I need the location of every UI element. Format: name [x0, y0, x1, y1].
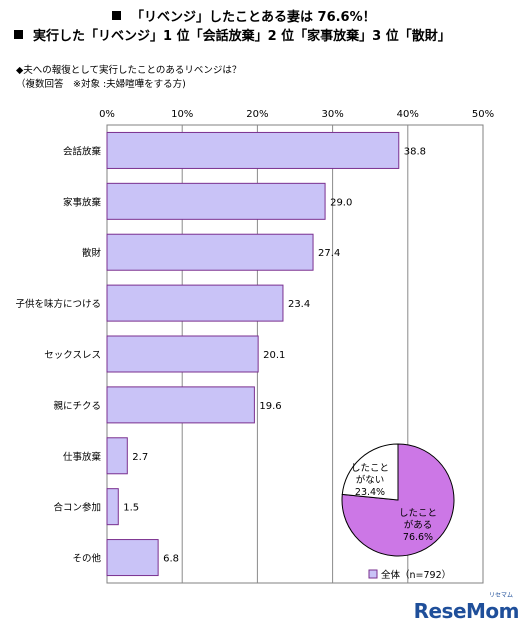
bar-value-label: 27.4	[318, 248, 340, 259]
x-tick-label: 20%	[246, 109, 268, 120]
legend-swatch	[368, 569, 378, 579]
bar	[106, 131, 400, 169]
pie-label: がない	[356, 474, 385, 486]
headline-2: 実行した「リベンジ」1 位「会話放棄」2 位「家事放棄」3 位「散財」	[14, 25, 451, 44]
x-tick-label: 50%	[472, 109, 494, 120]
bar-value-label: 2.7	[132, 452, 148, 463]
pie-label: したこと	[351, 463, 389, 474]
pie-label: したこと	[399, 508, 437, 519]
y-category-label: 散財	[82, 247, 102, 259]
y-category-label: その他	[72, 553, 101, 565]
y-category-label: 親にチクる	[53, 400, 101, 412]
x-tick-label: 0%	[99, 109, 115, 120]
legend-label: 全体（n=792）	[381, 569, 451, 581]
square-bullet-icon	[112, 11, 121, 20]
x-tick-label: 40%	[397, 109, 419, 120]
y-category-label: 合コン参加	[53, 502, 101, 514]
y-category-label: セックスレス	[44, 350, 101, 361]
bar	[106, 488, 119, 526]
bar	[106, 284, 284, 322]
bar	[106, 386, 255, 424]
headline-2-text: 実行した「リベンジ」1 位「会話放棄」2 位「家事放棄」3 位「散財」	[33, 29, 451, 44]
headline-1-text: 「リベンジ」したことある妻は 76.6%！	[131, 10, 376, 25]
headline-1: 「リベンジ」したことある妻は 76.6%！	[112, 6, 376, 25]
square-bullet-icon	[14, 30, 23, 39]
bar	[106, 182, 326, 220]
bar	[106, 437, 128, 475]
y-category-label: 仕事放棄	[63, 451, 102, 463]
logo-subtext: リセマム	[488, 592, 513, 599]
bar-value-label: 38.8	[404, 146, 426, 157]
pie-slice	[341, 443, 399, 501]
bar-value-label: 23.4	[288, 299, 310, 310]
pie-label: 76.6%	[403, 532, 433, 543]
survey-subnote: （複数回答 ※対象 :夫婦喧嘩をする方)	[16, 79, 186, 90]
y-category-label: 会話放棄	[63, 145, 102, 157]
resemom-logo: ReseMom	[413, 599, 520, 623]
pie-label: がある	[404, 519, 433, 531]
bar-value-label: 6.8	[163, 554, 179, 565]
y-category-label: 家事放棄	[63, 196, 102, 208]
y-category-label: 子供を味方につける	[15, 298, 101, 310]
bar-value-label: 19.6	[259, 401, 281, 412]
bar-value-label: 1.5	[123, 503, 139, 514]
pie-slice	[341, 443, 455, 557]
bar	[106, 539, 159, 577]
bar	[106, 233, 314, 271]
pie-label: 23.4%	[355, 487, 385, 498]
x-tick-label: 10%	[171, 109, 193, 120]
bar-value-label: 20.1	[263, 350, 285, 361]
survey-question: ◆夫への報復として実行したことのあるリベンジは？	[16, 65, 242, 76]
bar-value-label: 29.0	[330, 197, 352, 208]
x-tick-label: 30%	[321, 109, 343, 120]
bar	[106, 335, 259, 373]
